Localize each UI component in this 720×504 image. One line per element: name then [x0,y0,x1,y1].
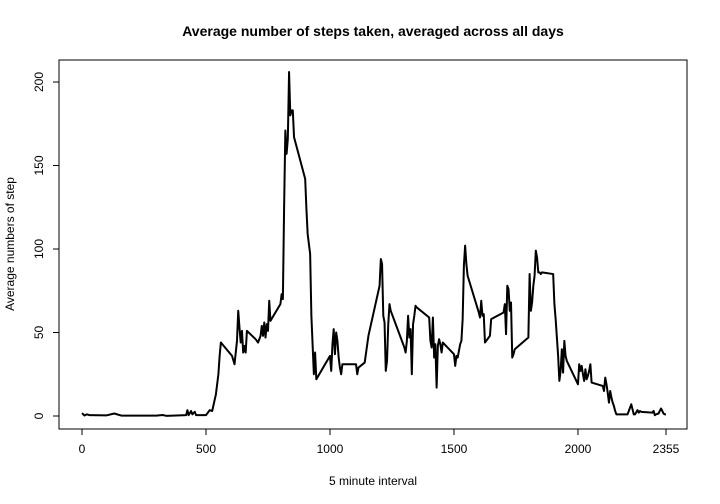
x-axis: 0 500 1000 1500 2000 2355 [79,428,680,456]
series-line-1 [81,71,666,417]
y-axis-label: Average numbers of step [3,177,17,311]
plot-frame [58,59,688,430]
x-tick-label: 500 [196,442,216,456]
series-layer [81,71,666,417]
x-tick-label: 1000 [317,442,344,456]
x-tick-label: 2355 [653,442,680,456]
y-axis: 0 50 100 150 200 [32,72,60,419]
y-tick-label: 50 [32,326,46,340]
y-tick-label: 200 [32,72,46,92]
y-tick-label: 100 [32,239,46,259]
x-tick-label: 2000 [565,442,592,456]
x-tick-label: 1500 [441,442,468,456]
y-tick-label: 150 [32,155,46,175]
x-axis-label: 5 minute interval [329,474,417,488]
chart-title: Average number of steps taken, averaged … [182,23,564,39]
y-tick-label: 0 [32,412,46,419]
x-tick-label: 0 [79,442,86,456]
